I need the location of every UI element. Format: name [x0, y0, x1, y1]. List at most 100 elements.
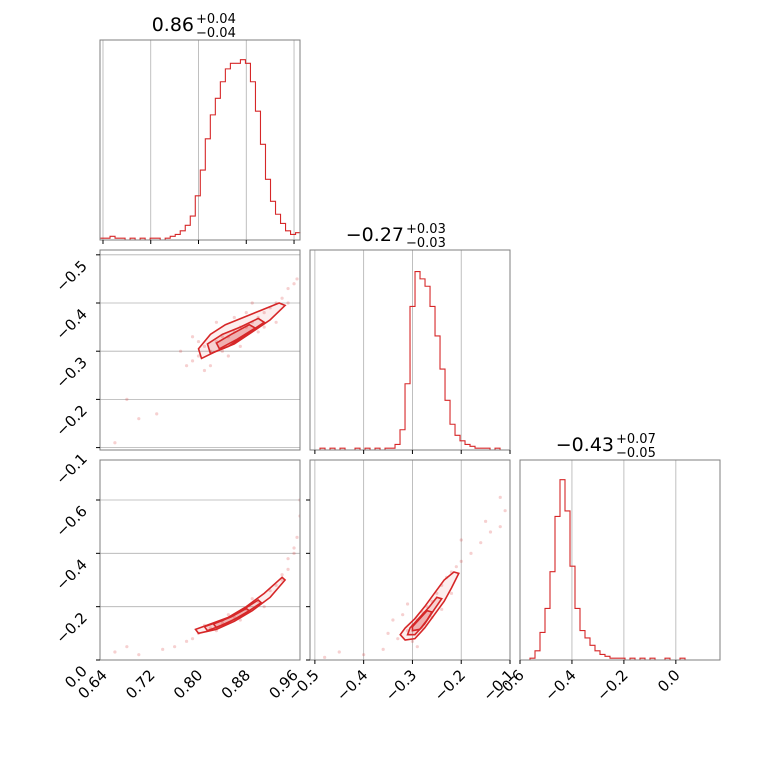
x-col2-tick-label-3: 0.0 — [654, 666, 684, 696]
scatter-3-1-point-25 — [113, 650, 117, 654]
scatter-2-1-point-24 — [256, 330, 260, 334]
scatter-2-1-point-19 — [184, 364, 189, 368]
scatter-3-2-point-34 — [415, 645, 419, 649]
scatter-3-2-point-27 — [337, 650, 341, 654]
scatter-3-1-points — [113, 498, 300, 657]
scatter-3-1-point-23 — [125, 645, 129, 649]
scatter-3-1-frame — [99, 459, 301, 661]
hist-3-title-minus: −0.05 — [616, 446, 656, 461]
x-col2-tick-label-1: −0.4 — [541, 666, 579, 704]
y-row1-tick-label-1: −0.2 — [52, 401, 90, 439]
x-col1-tick-label-3: −0.2 — [431, 666, 469, 704]
scatter-2-1-point-11 — [262, 311, 266, 315]
scatter-2-1-point-30 — [125, 397, 129, 401]
y-row1-tick-label-4: −0.5 — [52, 257, 90, 295]
scatter-3-1-point-3 — [220, 621, 224, 625]
scatter-3-1-point-10 — [292, 551, 296, 555]
scatter-3-2-frame — [309, 459, 511, 661]
hist-2-histogram-line — [310, 270, 511, 451]
scatter-3-1-point-11 — [295, 535, 299, 539]
scatter-3-1-point-0 — [184, 639, 189, 643]
scatter-3-1-point-24 — [137, 653, 141, 657]
scatter-3-2-point-16 — [498, 525, 502, 529]
scatter-2-1-point-22 — [232, 315, 236, 320]
scatter-2-1-point-28 — [238, 344, 242, 348]
y-row2-tick-label-1: −0.2 — [52, 609, 90, 647]
scatter-3-2-point-19 — [401, 613, 405, 617]
scatter-3-1-point-28 — [292, 546, 296, 550]
scatter-2-1-point-39 — [190, 335, 195, 339]
hist-1-title-value: 0.86 — [152, 14, 194, 36]
scatter-3-1-contour-2 — [212, 607, 251, 629]
scatter-2-1-point-32 — [113, 441, 117, 445]
scatter-3-1-point-9 — [286, 567, 290, 571]
scatter-2-1-point-0 — [196, 354, 201, 358]
scatter-3-2-points — [323, 495, 507, 659]
scatter-3-1-point-8 — [280, 578, 284, 582]
hist-2-title-value: −0.27 — [346, 224, 404, 246]
scatter-3-2-contour-2 — [411, 609, 434, 632]
scatter-3-2-point-14 — [479, 541, 483, 545]
x-col2-tick-label-0: −0.6 — [489, 666, 527, 704]
hist-3-histogram-line — [520, 479, 720, 661]
hist-3-frame — [519, 459, 721, 661]
scatter-2-1-contour-1 — [206, 317, 266, 355]
scatter-3-2-point-29 — [498, 495, 502, 499]
scatter-3-2-point-11 — [454, 565, 458, 569]
x-col2-tick-label-2: −0.2 — [593, 666, 631, 704]
scatter-2-1-point-18 — [190, 359, 195, 363]
data-layer — [100, 59, 720, 661]
scatter-3-1-point-27 — [286, 557, 290, 561]
scatter-2-1-point-36 — [250, 301, 254, 305]
y-row1-tick-label-2: −0.3 — [52, 353, 90, 391]
scatter-2-1-point-23 — [244, 311, 248, 315]
scatter-3-2-point-23 — [440, 607, 444, 611]
scatter-3-2-point-28 — [323, 655, 327, 659]
scatter-2-1-point-21 — [220, 349, 224, 353]
x-col1-tick-label-2: −0.3 — [382, 666, 420, 704]
x-col0-tick-label-2: 0.80 — [170, 666, 206, 702]
hist-1-title-plus: +0.04 — [196, 12, 236, 27]
scatter-3-2-point-26 — [362, 653, 366, 657]
scatter-3-2-point-17 — [391, 618, 395, 622]
hist-3-title-value: −0.43 — [556, 434, 614, 456]
scatter-2-1-contour-2 — [215, 323, 257, 350]
scatter-3-2-point-0 — [396, 637, 400, 641]
y-row1-tick-label-0: −0.1 — [52, 450, 90, 488]
scatter-3-2-point-20 — [410, 639, 415, 643]
hist-1-frame — [99, 39, 301, 241]
hist-1-title-minus: −0.04 — [196, 26, 236, 41]
scatter-3-1-point-22 — [274, 583, 278, 587]
scatter-2-1-point-16 — [292, 282, 296, 286]
scatter-2-1-points — [113, 277, 299, 445]
scatter-2-1-point-38 — [178, 349, 183, 353]
scatter-3-1-point-20 — [250, 597, 254, 601]
frame-layer — [96, 39, 721, 664]
scatter-2-1-point-14 — [280, 296, 284, 300]
scatter-2-1-contour-0 — [197, 302, 287, 360]
y-row2-tick-label-2: −0.4 — [52, 555, 90, 593]
scatter-2-1-point-17 — [295, 277, 299, 281]
scatter-2-1-point-25 — [196, 339, 201, 344]
scatter-3-2-point-12 — [459, 559, 463, 563]
scatter-2-1-point-37 — [202, 368, 207, 373]
scatter-3-2-point-33 — [405, 602, 410, 606]
y-row2-tick-label-3: −0.6 — [52, 502, 90, 540]
scatter-2-1-point-33 — [155, 412, 159, 416]
scatter-3-1-point-19 — [238, 618, 242, 622]
scatter-3-1-point-14 — [173, 645, 177, 649]
hist-1-histogram-line — [100, 59, 301, 241]
text-layer: 0.86 +0.04−0.04−0.27 +0.03−0.03−0.43 +0.07−… — [52, 12, 683, 705]
hist-2-title-plus: +0.03 — [406, 222, 446, 237]
scatter-3-2-point-13 — [469, 551, 473, 555]
scatter-2-1-point-15 — [286, 286, 290, 291]
scatter-2-1-point-26 — [214, 320, 219, 324]
scatter-3-1-point-29 — [280, 573, 284, 577]
scatter-2-1-point-27 — [226, 354, 230, 358]
scatter-3-1-point-26 — [161, 647, 165, 651]
scatter-3-2-point-24 — [449, 591, 454, 595]
x-col0-tick-label-3: 0.88 — [218, 666, 254, 702]
y-row1-tick-label-3: −0.4 — [52, 305, 90, 343]
scatter-3-2-point-7 — [435, 591, 439, 595]
